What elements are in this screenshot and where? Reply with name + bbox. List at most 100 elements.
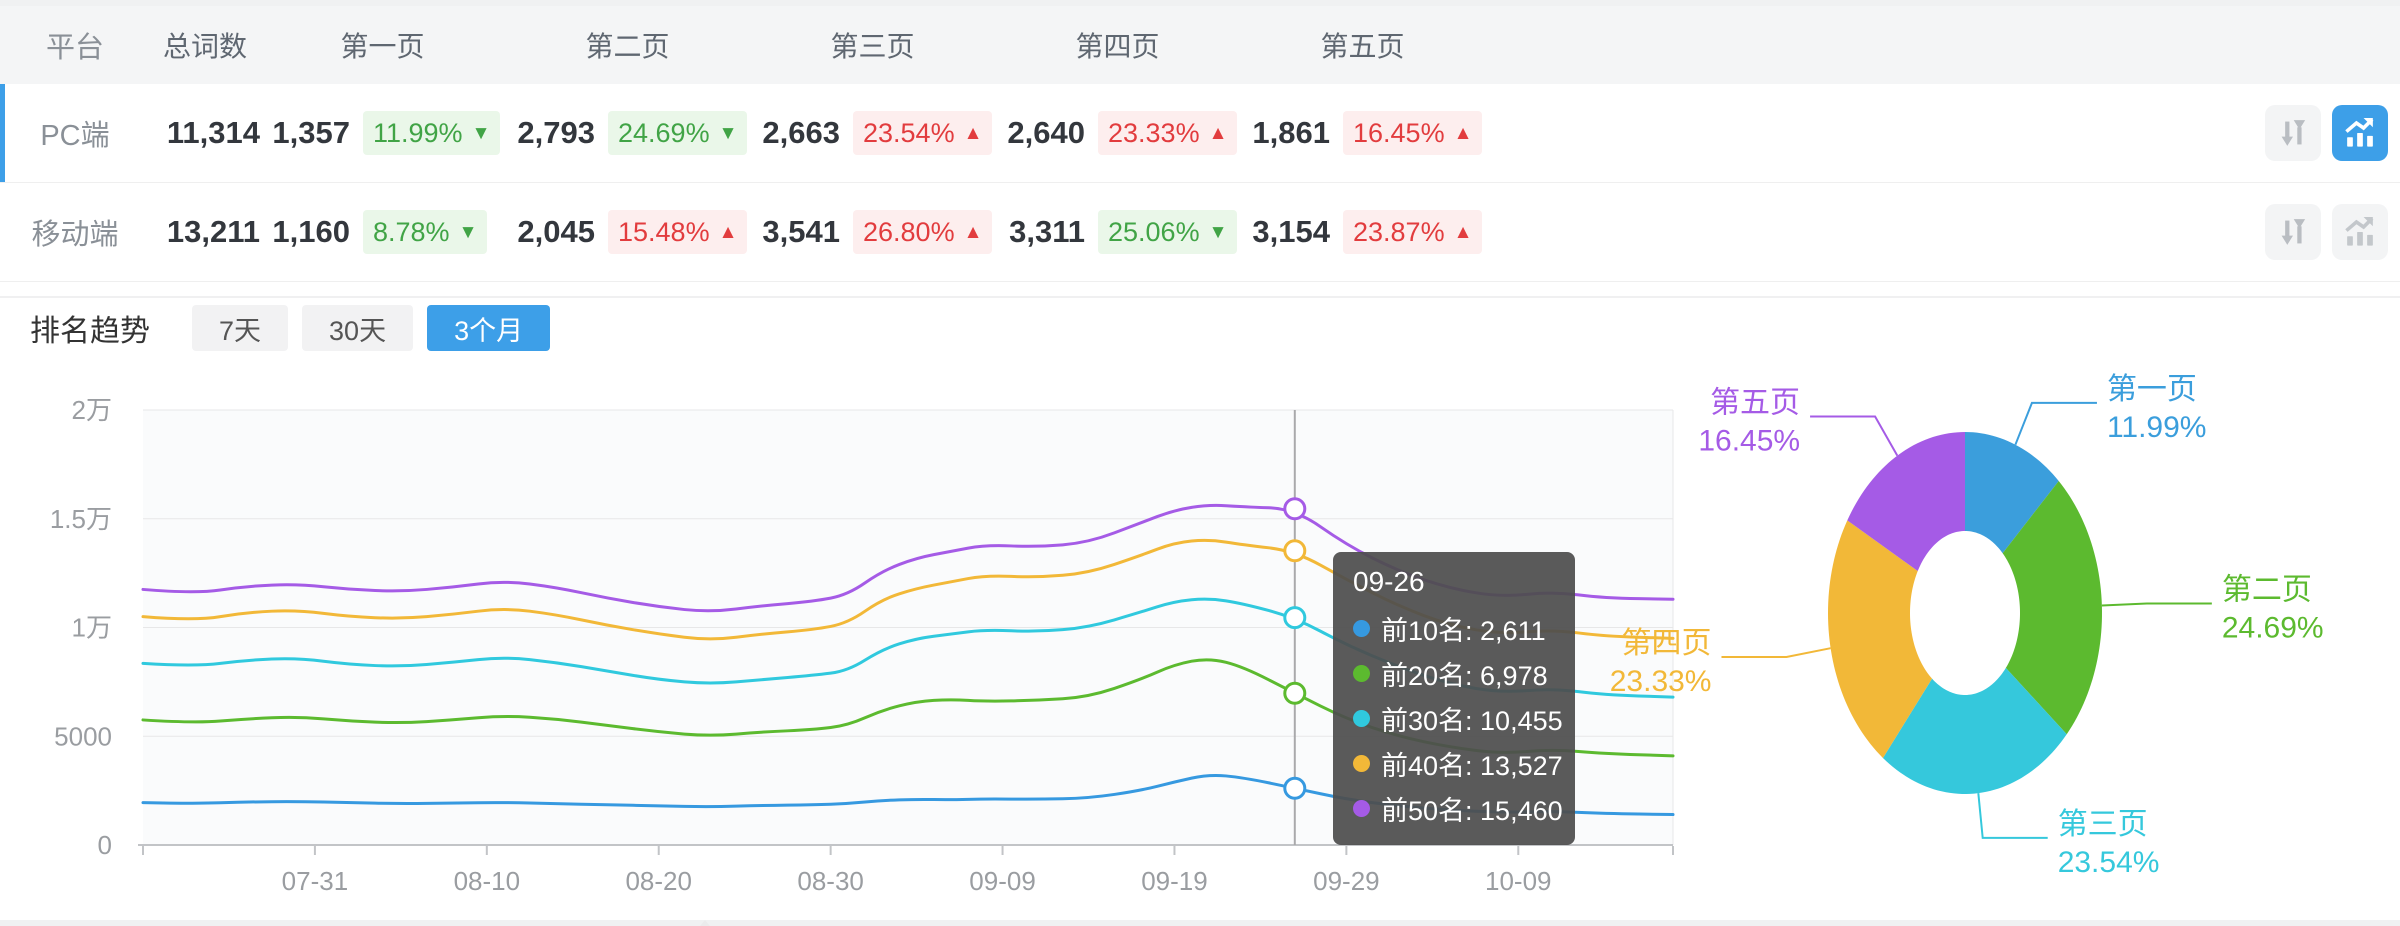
donut-label-第一页: 第一页 11.99%	[2107, 373, 2207, 444]
page4-cell: 2,640 23.33% ▲	[995, 111, 1240, 155]
x-axis-label: 10-09	[1485, 866, 1552, 896]
donut-label-第五页: 第五页 16.45%	[1698, 387, 1800, 458]
donut-slice-第五页[interactable]	[1847, 432, 1965, 572]
donut-chart-svg: 第一页 11.99% 第二页 24.69% 第三页 23.54% 第四页 23.33% 第五页 1…	[1610, 373, 2324, 879]
donut-slice-第一页[interactable]	[1965, 432, 2059, 554]
table-row-pc[interactable]: PC端 11,314 1,357 11.99% ▼ 2,793 24.69% ▼ 2…	[0, 84, 2400, 183]
header-page-1: 第一页	[340, 31, 425, 62]
tooltip-row: 前30名: 10,455	[1353, 696, 1563, 741]
trend-chart-button[interactable]	[2332, 204, 2388, 260]
range-button-7d[interactable]: 7天	[192, 305, 289, 351]
change-badge: 24.69% ▼	[608, 111, 748, 155]
label-leader-line	[1810, 415, 1899, 457]
trend-arrow-icon: ▼	[1208, 221, 1228, 243]
header-page-5: 第五页	[1320, 31, 1405, 62]
series-dot-icon	[1353, 755, 1370, 772]
tooltip-value: 前40名: 13,527	[1381, 751, 1563, 781]
sort-arrows-button[interactable]	[2265, 105, 2321, 161]
hover-marker	[1283, 497, 1307, 521]
row-actions	[2265, 204, 2388, 260]
page5-cell: 3,154 23.87% ▲	[1240, 210, 1485, 254]
page-count: 2,045	[517, 214, 595, 249]
x-axis-label: 07-31	[282, 866, 349, 896]
change-badge: 23.33% ▲	[1098, 111, 1238, 155]
donut-label-第四页: 第四页 23.33%	[1610, 627, 1712, 698]
page-count: 2,640	[1007, 115, 1085, 150]
page1-cell: 1,160 8.78% ▼	[260, 210, 505, 254]
series-dot-icon	[1353, 800, 1370, 817]
hover-marker	[1283, 606, 1307, 630]
tooltip-row: 前20名: 6,978	[1353, 651, 1555, 696]
trend-chart-button[interactable]	[2332, 105, 2388, 161]
series-dot-icon	[1353, 665, 1370, 682]
hover-marker	[1283, 776, 1307, 800]
page-count: 3,154	[1252, 214, 1330, 249]
trend-chart-icon	[2345, 217, 2374, 246]
total-words-value: 11,314	[166, 115, 260, 150]
change-badge: 15.48% ▲	[608, 210, 748, 254]
hover-marker	[1283, 681, 1307, 705]
range-button-30d[interactable]: 30天	[302, 305, 414, 351]
page3-cell: 3,541 26.80% ▲	[750, 210, 995, 254]
label-leader-line	[2014, 401, 2097, 446]
donut-slice-第四页[interactable]	[1828, 520, 1933, 758]
label-leader-line	[1721, 647, 1831, 658]
total-words-value: 13,211	[166, 214, 260, 249]
page-count: 2,663	[762, 115, 840, 150]
sort-arrows-button[interactable]	[2265, 204, 2321, 260]
change-badge: 25.06% ▼	[1098, 210, 1238, 254]
x-axis-label: 09-19	[1141, 866, 1208, 896]
trend-chart-icon	[2345, 118, 2374, 147]
page-count: 1,357	[272, 115, 350, 150]
trend-arrow-icon: ▲	[963, 221, 983, 243]
trend-arrow-icon: ▲	[1453, 122, 1473, 144]
page1-cell: 1,357 11.99% ▼	[260, 111, 505, 155]
header-total-words: 总词数	[162, 31, 247, 62]
header-page-2: 第二页	[585, 31, 670, 62]
y-axis-label: 5000	[54, 721, 112, 751]
page-count: 1,861	[1252, 115, 1330, 150]
trend-arrow-icon: ▼	[718, 122, 738, 144]
label-leader-line	[2101, 602, 2212, 607]
tooltip-value: 前20名: 6,978	[1381, 661, 1548, 691]
page4-cell: 3,311 25.06% ▼	[995, 210, 1240, 254]
page-count: 3,541	[762, 214, 840, 249]
tooltip-value: 前30名: 10,455	[1381, 706, 1563, 736]
donut-slice-第三页[interactable]	[1882, 667, 2067, 794]
x-axis-label: 08-10	[454, 866, 521, 896]
page3-cell: 2,663 23.54% ▲	[750, 111, 995, 155]
sort-arrows-icon	[2281, 219, 2306, 245]
change-badge: 11.99% ▼	[363, 111, 501, 155]
donut-slice-第二页[interactable]	[2002, 480, 2102, 735]
keyword-rank-panel: 平台 总词数 第一页 第二页 第三页 第四页 第五页 PC端 11,314 1,…	[0, 6, 2400, 926]
platform-label: 移动端	[31, 219, 119, 251]
change-badge: 26.80% ▲	[853, 210, 993, 254]
x-axis-label: 09-29	[1313, 866, 1380, 896]
range-button-3m[interactable]: 3个月	[427, 305, 551, 351]
page-count: 2,793	[517, 115, 595, 150]
table-row-mobile[interactable]: 移动端 13,211 1,160 8.78% ▼ 2,045 15.48% ▲ 3,…	[0, 183, 2400, 282]
header-page-4: 第四页	[1075, 31, 1160, 62]
chart-tooltip: 09-26 前10名: 2,611 前20名: 6,978 前30名: 10,455 前…	[1333, 552, 1575, 845]
trend-arrow-icon: ▼	[458, 221, 478, 243]
tooltip-row: 前50名: 15,460	[1353, 786, 1563, 831]
trend-title: 排名趋势	[30, 315, 150, 348]
change-badge: 8.78% ▼	[363, 210, 488, 254]
tooltip-value: 前50名: 15,460	[1381, 796, 1563, 826]
header-page-3: 第三页	[830, 31, 915, 62]
donut-label-第二页: 第二页 24.69%	[2222, 574, 2324, 645]
y-axis-label: 1.5万	[50, 504, 112, 534]
x-axis-label: 08-20	[625, 866, 692, 896]
label-leader-line	[1977, 793, 2048, 839]
y-axis-label: 1万	[72, 613, 112, 643]
x-axis-label: 08-30	[797, 866, 864, 896]
hover-marker	[1283, 539, 1307, 563]
donut-label-第三页: 第三页 23.54%	[2058, 808, 2160, 879]
series-dot-icon	[1353, 710, 1370, 727]
trend-arrow-icon: ▲	[1208, 122, 1228, 144]
y-axis-label: 0	[98, 830, 112, 860]
row-actions	[2265, 105, 2388, 161]
page5-cell: 1,861 16.45% ▲	[1240, 111, 1485, 155]
tooltip-row: 前40名: 13,527	[1353, 741, 1563, 786]
series-dot-icon	[1353, 620, 1370, 637]
